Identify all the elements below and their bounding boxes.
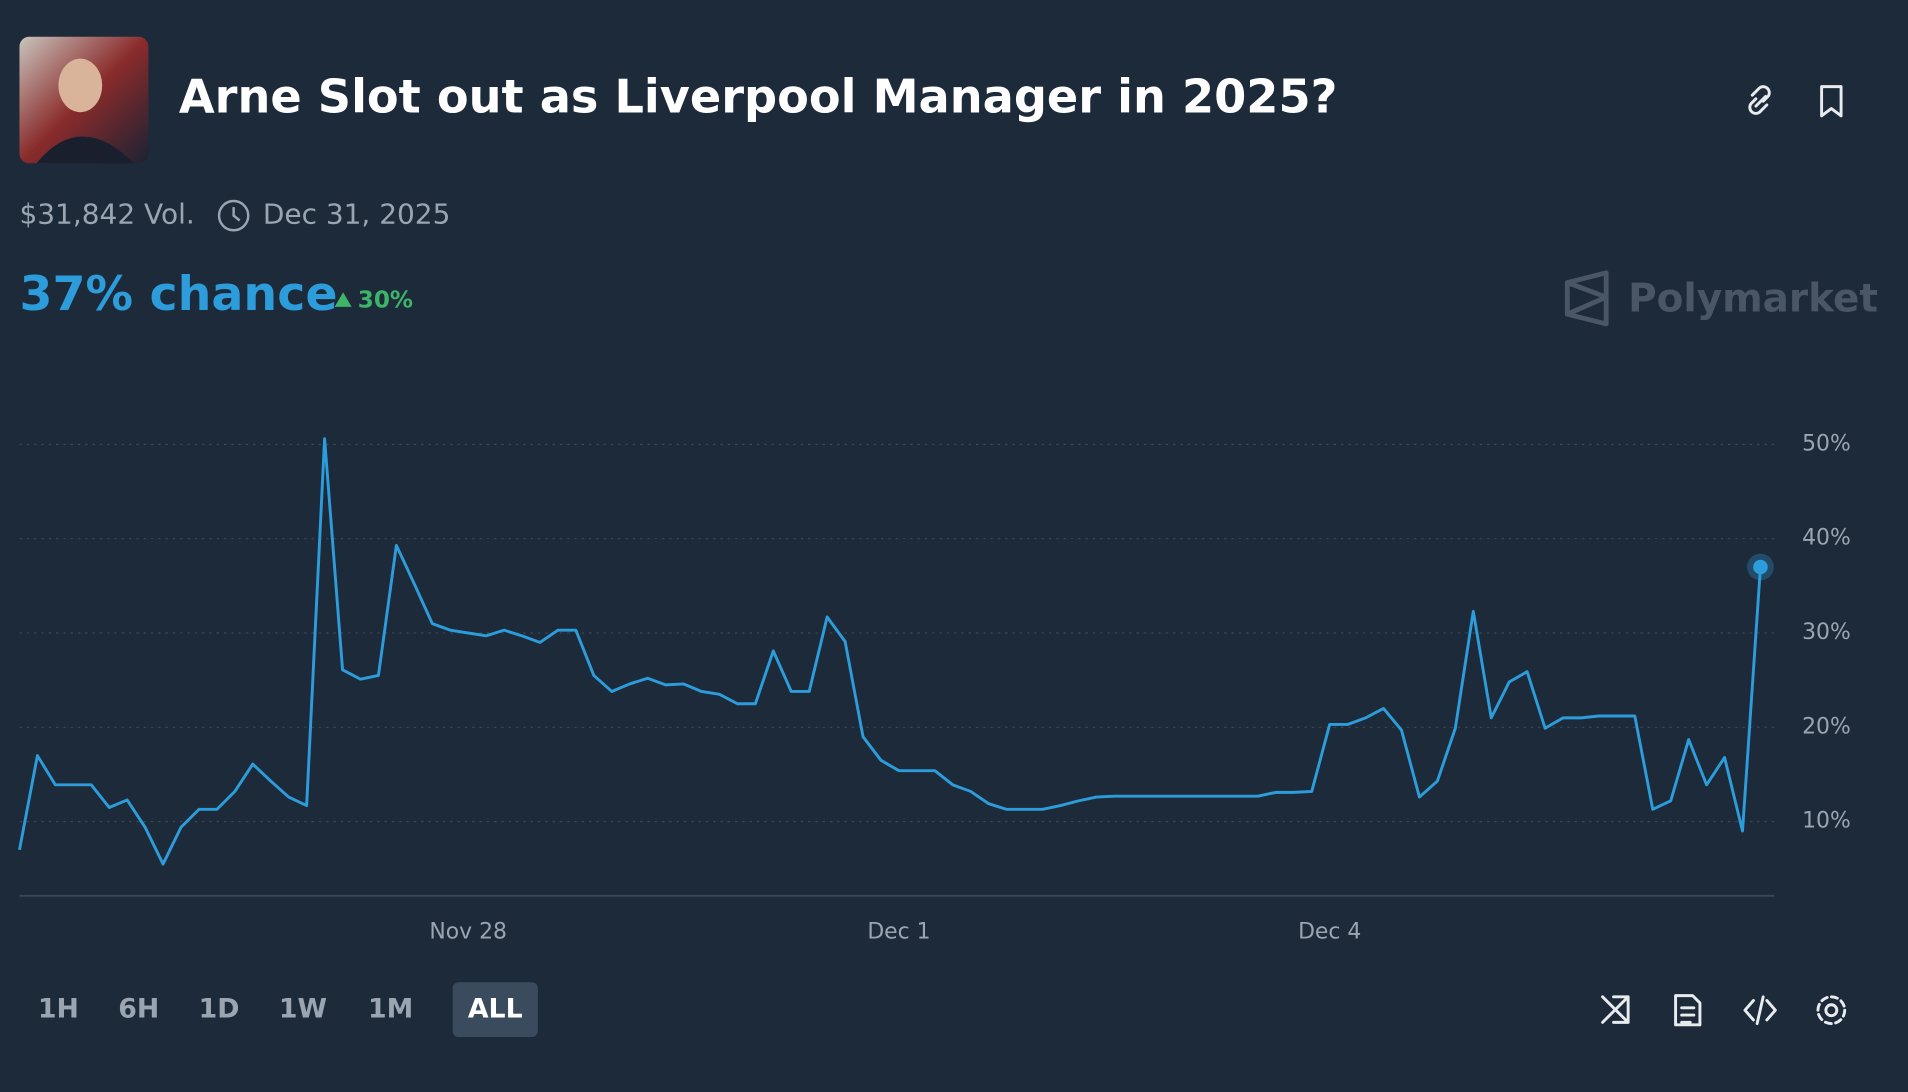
range-button[interactable]: 1D (199, 994, 240, 1025)
current-point (1753, 559, 1768, 575)
range-selector: 1H 6H 1D 1W 1M ALL (38, 982, 538, 1037)
chance: 37% chance (19, 267, 337, 322)
y-tick-label: 40% (1802, 526, 1851, 551)
range-button-bg[interactable] (452, 982, 538, 1037)
y-tick-label: 20% (1802, 714, 1851, 739)
x-tick-label: Nov 28 (429, 919, 507, 944)
price-line (18, 437, 1762, 866)
embed-button[interactable] (1743, 995, 1777, 1026)
change: 30% (358, 287, 413, 313)
clock-icon (217, 199, 250, 232)
bookmark-button[interactable] (1820, 85, 1843, 118)
range-button[interactable]: 1H (38, 994, 79, 1025)
end-date: Dec 31, 2025 (263, 198, 451, 231)
shuffle-button[interactable] (1601, 995, 1630, 1024)
range-button[interactable]: 6H (118, 994, 159, 1025)
y-tick-label: 30% (1802, 620, 1851, 645)
x-tick-label: Dec 4 (1298, 919, 1361, 944)
document-button[interactable] (1674, 994, 1702, 1027)
y-tick-label: 10% (1802, 809, 1851, 834)
x-tick-label: Dec 1 (867, 919, 930, 944)
brand-logo (1564, 270, 1609, 327)
brand-name: Polymarket (1628, 276, 1878, 321)
market-image (19, 36, 149, 164)
up-arrow (334, 292, 352, 307)
range-button[interactable]: 1M (368, 994, 413, 1025)
range-button[interactable]: 1W (279, 994, 327, 1025)
y-tick-label: 50% (1802, 431, 1851, 456)
settings-button[interactable] (1816, 995, 1847, 1026)
volume: $31,842 Vol. (19, 198, 194, 231)
range-button[interactable]: ALL (468, 994, 523, 1025)
copy-link-button[interactable] (1748, 85, 1771, 115)
market-title: Arne Slot out as Liverpool Manager in 20… (179, 70, 1338, 124)
